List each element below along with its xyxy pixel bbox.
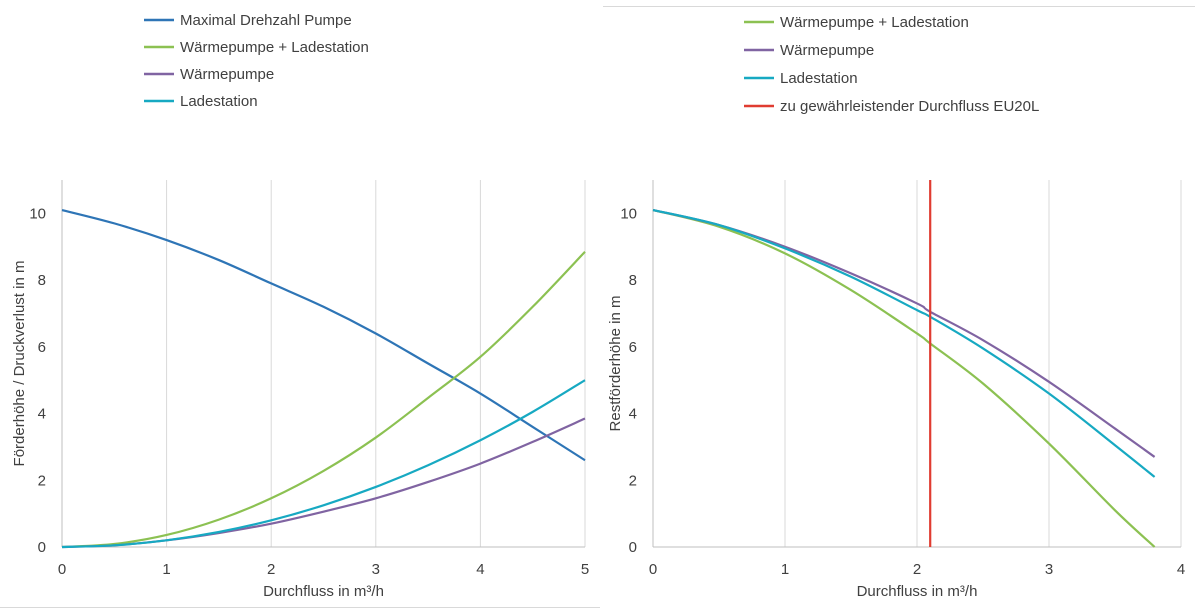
- series-line: [61, 417, 586, 549]
- x-axis-label: Durchfluss in m³/h: [263, 583, 384, 600]
- x-tick-label: 2: [267, 561, 275, 578]
- x-tick-label: 1: [781, 561, 789, 578]
- x-tick-label: 4: [476, 561, 484, 578]
- legend-label: Ladestation: [180, 93, 258, 110]
- series-line: [652, 208, 1156, 548]
- chart-1: 0 1 2 3 4 5 0 2 4 6 8 10 Durchfluss in m³/h Förderhöh…: [11, 12, 589, 600]
- x-tick-label: 5: [581, 561, 589, 578]
- x-tick-label: 2: [913, 561, 921, 578]
- x-axis-label: Durchfluss in m³/h: [857, 583, 978, 600]
- legend-label: Wärmepumpe + Ladestation: [180, 39, 369, 56]
- y-tick-label: 2: [38, 472, 46, 489]
- series-line: [61, 379, 586, 549]
- x-tick-label: 4: [1177, 561, 1185, 578]
- chart-2: 0 1 2 3 4 0 2 4 6 8 10 Durchfluss in m³/h Restförder…: [607, 14, 1185, 600]
- y-tick-label: 2: [629, 472, 637, 489]
- y-tick-label: 8: [629, 272, 637, 289]
- y-tick-label: 6: [629, 339, 637, 356]
- series-line: [61, 208, 586, 462]
- series-line: [652, 208, 1156, 458]
- y-tick-label: 4: [38, 406, 46, 423]
- legend-label: Ladestation: [780, 70, 858, 87]
- x-tick-label: 3: [372, 561, 380, 578]
- x-tick-label: 0: [58, 561, 66, 578]
- y-tick-label: 6: [38, 339, 46, 356]
- series-line: [652, 208, 1156, 478]
- y-tick-label: 4: [629, 406, 637, 423]
- y-axis-label: Restförderhöhe in m: [607, 296, 624, 432]
- x-tick-label: 3: [1045, 561, 1053, 578]
- legend-label: Wärmepumpe + Ladestation: [780, 14, 969, 31]
- legend-label: Wärmepumpe: [180, 66, 274, 83]
- legend-label: Wärmepumpe: [780, 42, 874, 59]
- legend-label: Maximal Drehzahl Pumpe: [180, 12, 352, 29]
- legend-label: zu gewährleistender Durchfluss EU20L: [780, 98, 1039, 115]
- y-tick-label: 0: [38, 539, 46, 556]
- y-tick-label: 8: [38, 272, 46, 289]
- y-axis-label: Förderhöhe / Druckverlust in m: [11, 261, 28, 467]
- y-tick-label: 0: [629, 539, 637, 556]
- y-tick-label: 10: [29, 205, 46, 222]
- series-line: [61, 250, 586, 549]
- x-tick-label: 0: [649, 561, 657, 578]
- x-tick-label: 1: [162, 561, 170, 578]
- y-tick-label: 10: [620, 205, 637, 222]
